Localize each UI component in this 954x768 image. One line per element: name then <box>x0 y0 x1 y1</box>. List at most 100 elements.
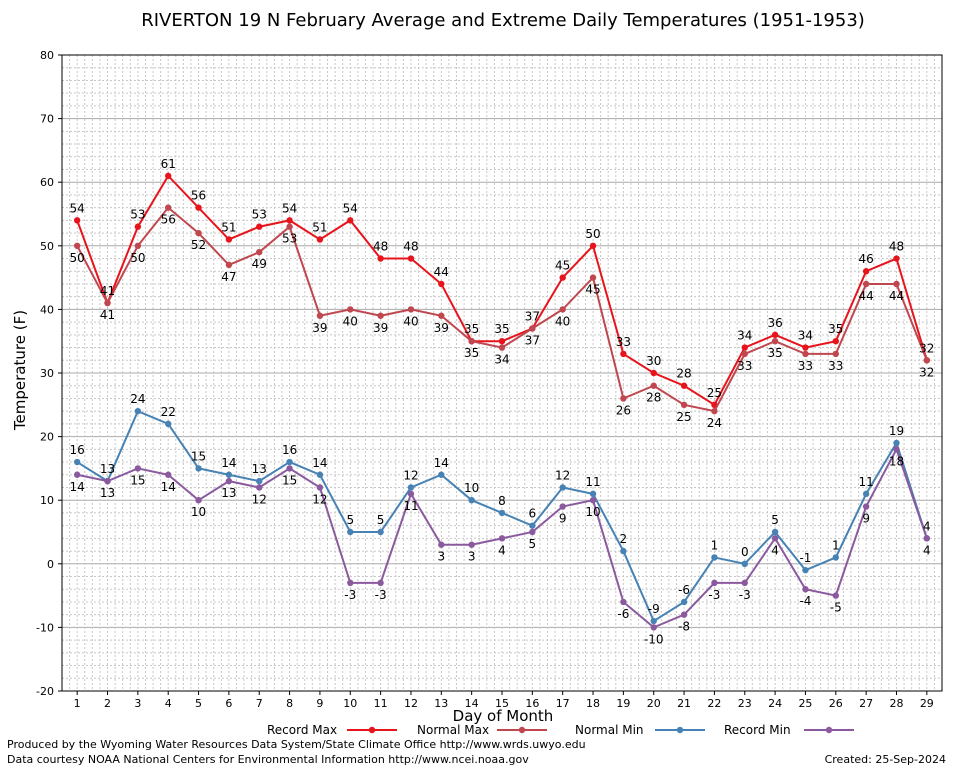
y-tick-label: 20 <box>40 431 54 444</box>
normal-min-data-label: 12 <box>555 468 570 482</box>
y-tick-label: -10 <box>36 621 54 634</box>
normal-max-data-label: 28 <box>646 391 661 405</box>
record-min-data-label: 13 <box>221 486 236 500</box>
normal-max-point <box>832 350 839 358</box>
normal-min-point <box>165 420 172 428</box>
normal-max-point <box>407 306 415 313</box>
normal-min-data-label: 13 <box>252 462 267 476</box>
record-max-point <box>620 350 627 358</box>
record-min-point <box>862 503 870 510</box>
normal-min-point <box>620 547 627 555</box>
record-max-point <box>377 255 384 262</box>
record-max-point <box>286 217 293 224</box>
x-tick-label: 11 <box>374 697 388 710</box>
x-tick-label: 25 <box>798 697 812 710</box>
record-max-point <box>589 242 597 249</box>
record-max-point <box>650 369 657 377</box>
x-tick-label: 23 <box>738 697 752 710</box>
normal-min-data-label: 14 <box>221 456 236 470</box>
record-min-data-label: -3 <box>739 588 751 602</box>
record-min-point <box>771 535 779 542</box>
record-min-data-label: 3 <box>468 550 476 564</box>
normal-min-data-label: -6 <box>678 583 690 597</box>
normal-max-point <box>650 382 657 389</box>
record-max-data-label: 61 <box>161 157 176 171</box>
record-min-point <box>407 490 415 498</box>
record-max-data-label: 51 <box>221 220 236 234</box>
normal-max-data-label: 32 <box>919 365 934 379</box>
normal-min-point <box>832 554 839 561</box>
normal-max-data-label: 45 <box>585 283 600 297</box>
normal-max-point <box>923 357 931 364</box>
normal-max-data-label: 33 <box>828 359 843 373</box>
record-min-data-label: 4 <box>923 543 931 557</box>
record-max-point <box>559 274 566 281</box>
normal-min-data-label: 2 <box>620 532 628 546</box>
x-tick-label: 26 <box>829 697 843 710</box>
normal-min-data-label: 19 <box>889 424 904 438</box>
normal-min-data-label: 15 <box>191 449 206 463</box>
record-min-data-label: 9 <box>862 512 870 526</box>
legend-label-normal-max: Normal Max <box>417 723 489 737</box>
y-axis-label: Temperature (F) <box>11 310 29 431</box>
normal-max-data-label: 49 <box>252 257 267 271</box>
normal-max-point <box>225 261 233 269</box>
record-min-point <box>498 535 506 542</box>
record-min-point <box>377 579 384 587</box>
legend-marker-record-max <box>368 726 376 734</box>
normal-min-point <box>407 484 415 491</box>
normal-max-point <box>862 280 870 288</box>
normal-min-data-label: 11 <box>858 475 873 489</box>
legend-marker-record-min <box>825 726 833 734</box>
record-max-data-label: 30 <box>646 354 661 368</box>
record-max-point <box>256 223 263 230</box>
record-min-data-label: -3 <box>708 588 720 602</box>
normal-max-data-label: 39 <box>434 321 449 335</box>
normal-min-point <box>529 522 536 529</box>
record-max-data-label: 48 <box>889 240 904 254</box>
normal-min-data-label: 16 <box>282 443 297 457</box>
normal-max-point <box>104 299 111 307</box>
normal-max-point <box>195 229 202 237</box>
x-tick-label: 20 <box>647 697 661 710</box>
normal-max-data-label: 40 <box>343 314 358 328</box>
y-tick-label: 40 <box>40 303 54 316</box>
record-min-point <box>589 497 597 504</box>
normal-min-data-label: 0 <box>741 545 749 559</box>
record-min-data-label: 12 <box>252 492 267 506</box>
created-date: Created: 25-Sep-2024 <box>824 753 946 766</box>
record-min-point <box>316 484 324 491</box>
normal-max-data-label: 35 <box>767 346 782 360</box>
record-max-data-label: 50 <box>585 227 600 241</box>
record-max-point <box>498 338 506 345</box>
normal-min-data-label: 4 <box>923 519 931 533</box>
record-min-data-label: 18 <box>889 454 904 468</box>
record-min-data-label: 5 <box>529 537 537 551</box>
normal-max-point <box>741 350 748 358</box>
record-max-data-label: 25 <box>707 386 722 400</box>
normal-max-point <box>771 338 779 345</box>
normal-min-data-label: 6 <box>529 507 537 521</box>
record-min-point <box>256 484 263 491</box>
record-min-point <box>165 471 172 478</box>
chart-title: RIVERTON 19 N February Average and Extre… <box>141 10 865 31</box>
record-min-data-label: 14 <box>70 480 85 494</box>
normal-min-point <box>862 490 870 498</box>
normal-max-data-label: 47 <box>221 270 236 284</box>
normal-max-data-label: 40 <box>403 314 418 328</box>
normal-min-point <box>195 465 202 472</box>
record-max-point <box>316 236 324 243</box>
record-max-data-label: 54 <box>343 201 358 215</box>
record-min-point <box>73 471 81 478</box>
normal-min-data-label: -9 <box>648 602 660 616</box>
record-max-data-label: 54 <box>282 201 297 215</box>
normal-max-point <box>893 280 900 288</box>
y-tick-label: 30 <box>40 367 54 380</box>
record-min-data-label: 4 <box>498 543 506 557</box>
normal-max-data-label: 53 <box>282 232 297 246</box>
record-max-data-label: 54 <box>70 201 85 215</box>
record-max-data-label: 33 <box>616 335 631 349</box>
normal-max-point <box>620 395 627 402</box>
normal-min-data-label: 14 <box>434 456 449 470</box>
normal-min-data-label: 5 <box>346 513 354 527</box>
